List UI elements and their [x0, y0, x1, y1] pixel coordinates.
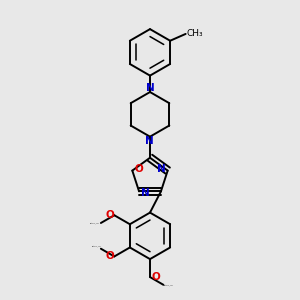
Text: N: N [141, 188, 150, 198]
Text: N: N [157, 164, 166, 174]
Text: O: O [106, 210, 114, 220]
Text: methoxy_ch3: methoxy_ch3 [90, 222, 100, 224]
Text: N: N [146, 83, 154, 93]
Text: methoxy_ch3: methoxy_ch3 [164, 284, 173, 286]
Text: O: O [106, 251, 114, 262]
Text: CH₃: CH₃ [187, 29, 203, 38]
Text: O: O [134, 164, 143, 174]
Text: N: N [145, 136, 153, 146]
Text: methoxy_ch3: methoxy_ch3 [92, 245, 101, 247]
Text: O: O [152, 272, 160, 282]
